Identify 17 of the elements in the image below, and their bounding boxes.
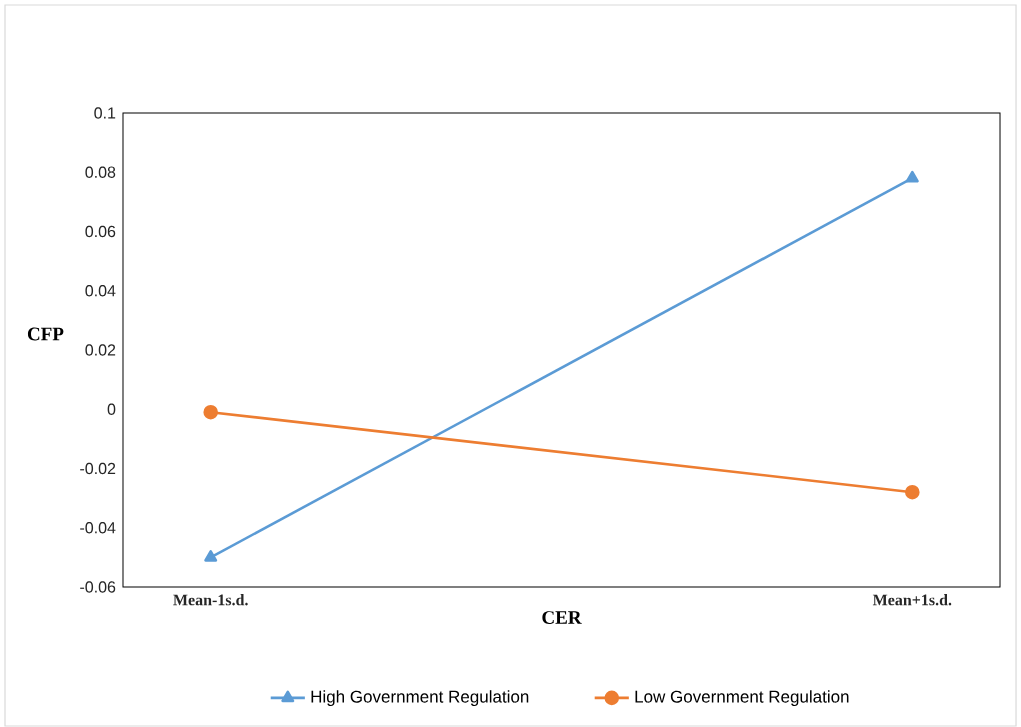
legend-label: High Government Regulation <box>311 690 529 707</box>
y-tick-label: 0.04 <box>85 285 116 297</box>
y-tick-label: -0.04 <box>80 522 116 534</box>
x-axis-title: CER <box>542 611 582 624</box>
legend-label: Low Government Regulation <box>635 690 849 707</box>
y-tick-label: -0.06 <box>80 581 116 593</box>
y-tick-label: 0.08 <box>85 166 116 178</box>
y-tick-label: 0.1 <box>94 107 116 119</box>
x-tick-label: Mean+1s.d. <box>872 594 952 606</box>
y-tick-label: 0.06 <box>85 225 116 238</box>
y-axis-title: CFP <box>27 327 64 341</box>
y-tick-label: 0.02 <box>85 344 116 356</box>
y-tick-label: 0 <box>107 403 116 415</box>
point <box>905 484 920 500</box>
x-tick-label: Mean-1s.d. <box>173 594 248 606</box>
point <box>203 404 218 420</box>
y-tick-label: -0.02 <box>80 462 116 475</box>
